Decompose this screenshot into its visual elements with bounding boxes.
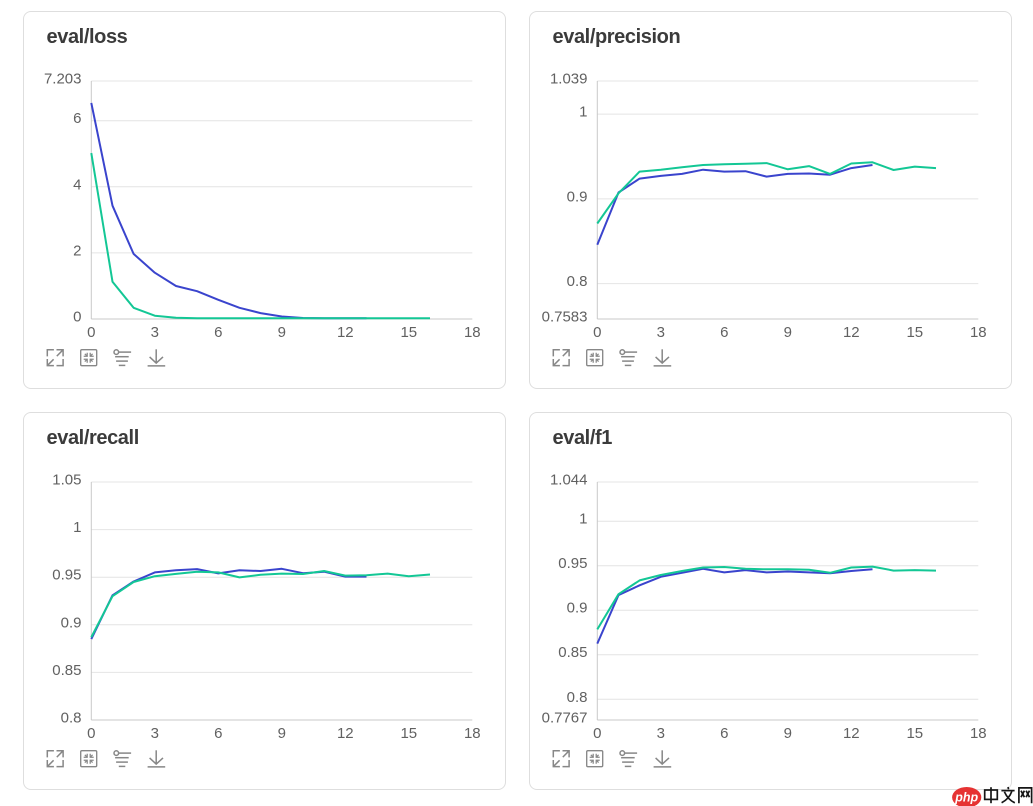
svg-text:eval/precision: eval/precision — [553, 26, 681, 48]
svg-text:9: 9 — [278, 725, 286, 742]
svg-text:0.95: 0.95 — [52, 567, 81, 584]
svg-text:12: 12 — [337, 725, 354, 742]
svg-text:0.8: 0.8 — [567, 273, 588, 290]
svg-text:0.7583: 0.7583 — [542, 309, 588, 326]
svg-text:1: 1 — [73, 519, 81, 536]
svg-text:1.039: 1.039 — [550, 71, 588, 88]
svg-text:15: 15 — [400, 725, 417, 742]
svg-text:0.8: 0.8 — [567, 689, 588, 706]
svg-text:6: 6 — [73, 110, 81, 127]
svg-text:18: 18 — [464, 725, 481, 742]
svg-text:6: 6 — [214, 725, 222, 742]
svg-text:0.8: 0.8 — [61, 710, 82, 727]
svg-text:12: 12 — [337, 324, 354, 341]
svg-text:3: 3 — [151, 324, 159, 341]
svg-text:9: 9 — [784, 324, 792, 341]
svg-text:18: 18 — [970, 324, 987, 341]
svg-text:1: 1 — [579, 511, 587, 528]
svg-text:eval/loss: eval/loss — [47, 26, 128, 48]
svg-text:6: 6 — [214, 324, 222, 341]
svg-text:0.7767: 0.7767 — [542, 710, 588, 727]
svg-text:0.9: 0.9 — [61, 614, 82, 631]
svg-text:15: 15 — [906, 725, 923, 742]
svg-text:2: 2 — [73, 242, 81, 259]
svg-text:1.044: 1.044 — [550, 472, 588, 489]
svg-text:3: 3 — [657, 324, 665, 341]
svg-text:0: 0 — [87, 324, 95, 341]
svg-text:9: 9 — [278, 324, 286, 341]
svg-text:4: 4 — [73, 176, 81, 193]
svg-text:1: 1 — [579, 104, 587, 121]
svg-text:12: 12 — [843, 725, 860, 742]
svg-text:0.9: 0.9 — [567, 188, 588, 205]
svg-text:0: 0 — [87, 725, 95, 742]
svg-text:12: 12 — [843, 324, 860, 341]
svg-text:9: 9 — [784, 725, 792, 742]
svg-text:eval/f1: eval/f1 — [553, 427, 613, 449]
svg-text:18: 18 — [464, 324, 481, 341]
svg-text:6: 6 — [720, 324, 728, 341]
svg-text:php: php — [954, 791, 978, 805]
svg-text:0.85: 0.85 — [52, 662, 81, 679]
svg-text:3: 3 — [657, 725, 665, 742]
svg-text:0: 0 — [593, 725, 601, 742]
svg-text:1.05: 1.05 — [52, 472, 81, 489]
svg-text:15: 15 — [400, 324, 417, 341]
svg-text:0.9: 0.9 — [567, 600, 588, 617]
svg-text:0.95: 0.95 — [558, 555, 587, 572]
svg-text:eval/recall: eval/recall — [47, 427, 139, 449]
svg-text:6: 6 — [720, 725, 728, 742]
svg-text:7.203: 7.203 — [44, 71, 82, 88]
svg-text:3: 3 — [151, 725, 159, 742]
svg-text:0.85: 0.85 — [558, 644, 587, 661]
svg-text:18: 18 — [970, 725, 987, 742]
svg-text:0: 0 — [73, 309, 81, 326]
svg-text:0: 0 — [593, 324, 601, 341]
svg-text:15: 15 — [906, 324, 923, 341]
